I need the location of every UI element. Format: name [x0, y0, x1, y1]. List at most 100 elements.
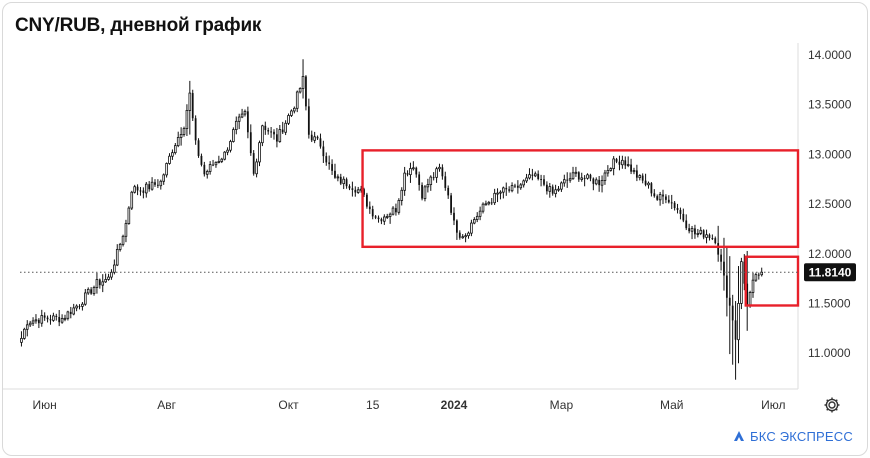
- candle: [667, 195, 670, 204]
- candle: [516, 180, 519, 194]
- candle: [174, 143, 177, 155]
- candle: [737, 266, 740, 364]
- candle: [531, 168, 534, 181]
- candle: [734, 301, 737, 380]
- candle: [278, 124, 282, 143]
- candle: [731, 294, 734, 365]
- candles: [20, 59, 764, 380]
- candle: [366, 192, 368, 209]
- candle: [118, 242, 122, 252]
- y-tick-label: 12.5000: [808, 197, 852, 211]
- candle: [223, 151, 226, 161]
- candle: [484, 200, 488, 206]
- x-tick-label: 15: [366, 398, 380, 412]
- candle: [470, 219, 473, 237]
- candle: [115, 244, 119, 267]
- gear-icon[interactable]: [822, 395, 842, 415]
- candle: [403, 166, 406, 196]
- candle: [545, 181, 548, 195]
- candle: [156, 179, 159, 189]
- candle: [612, 156, 615, 176]
- candle: [543, 175, 545, 187]
- candle: [133, 184, 136, 194]
- candle: [624, 156, 627, 170]
- candle: [641, 173, 644, 184]
- candle: [658, 191, 662, 206]
- candle: [220, 157, 224, 164]
- candle: [185, 104, 189, 136]
- candle: [284, 120, 287, 136]
- candle: [589, 173, 592, 182]
- candle: [176, 131, 180, 148]
- candle: [214, 161, 218, 168]
- candle: [551, 184, 554, 196]
- candle: [98, 278, 101, 289]
- candle: [600, 175, 604, 193]
- candle: [540, 174, 542, 187]
- candle: [293, 106, 296, 114]
- candle: [144, 181, 148, 198]
- candle: [205, 169, 209, 179]
- candle: [528, 168, 531, 180]
- candle: [162, 173, 165, 185]
- candle: [514, 183, 516, 189]
- candle: [690, 225, 694, 240]
- candle: [66, 310, 70, 321]
- candle: [258, 140, 261, 167]
- candle: [130, 190, 134, 211]
- candle: [356, 186, 360, 194]
- candle: [728, 256, 731, 355]
- candle: [487, 200, 491, 206]
- candle: [200, 153, 203, 167]
- x-tick-label: Май: [660, 398, 684, 412]
- candle: [84, 289, 87, 306]
- candle: [412, 161, 415, 171]
- candle: [455, 219, 458, 240]
- candle: [23, 327, 26, 340]
- candle: [336, 174, 340, 182]
- candle: [75, 304, 78, 312]
- candle: [31, 317, 35, 326]
- candle: [496, 188, 499, 203]
- candle: [453, 207, 455, 226]
- candle: [571, 166, 575, 180]
- candle: [28, 320, 32, 327]
- candle: [751, 272, 755, 298]
- brand-mark-icon: [734, 431, 744, 441]
- candle: [113, 259, 116, 275]
- candle: [20, 331, 23, 347]
- candle: [148, 181, 151, 192]
- candle: [90, 287, 93, 295]
- candle: [305, 75, 307, 111]
- candle: [267, 127, 270, 135]
- candle: [328, 155, 331, 170]
- candle: [139, 187, 142, 196]
- candle: [702, 229, 705, 240]
- candle: [168, 153, 171, 165]
- candlestick-chart[interactable]: 11.8140 14.0000 13.5000 13.0000 12.5000 12.0…: [3, 3, 867, 455]
- candle: [86, 287, 90, 295]
- candle: [537, 170, 540, 181]
- candle: [295, 90, 299, 113]
- x-tick-label: Авг: [157, 398, 176, 412]
- candle: [400, 187, 404, 206]
- y-tick-label: 14.0000: [808, 48, 852, 62]
- candle: [594, 177, 598, 186]
- candle: [586, 173, 589, 180]
- x-tick-label: Июн: [33, 398, 57, 412]
- candle: [464, 233, 467, 243]
- candle: [72, 303, 76, 316]
- candle: [421, 182, 423, 201]
- x-tick-label: Июл: [761, 398, 785, 412]
- candle: [505, 182, 508, 196]
- x-tick-label: Мар: [550, 398, 574, 412]
- candle: [580, 172, 584, 182]
- candle: [63, 314, 67, 322]
- candle: [107, 273, 110, 281]
- candle: [720, 248, 722, 271]
- candle: [653, 189, 656, 198]
- candle: [699, 226, 703, 236]
- candle: [499, 190, 502, 200]
- candle: [423, 185, 427, 202]
- candle: [264, 121, 267, 135]
